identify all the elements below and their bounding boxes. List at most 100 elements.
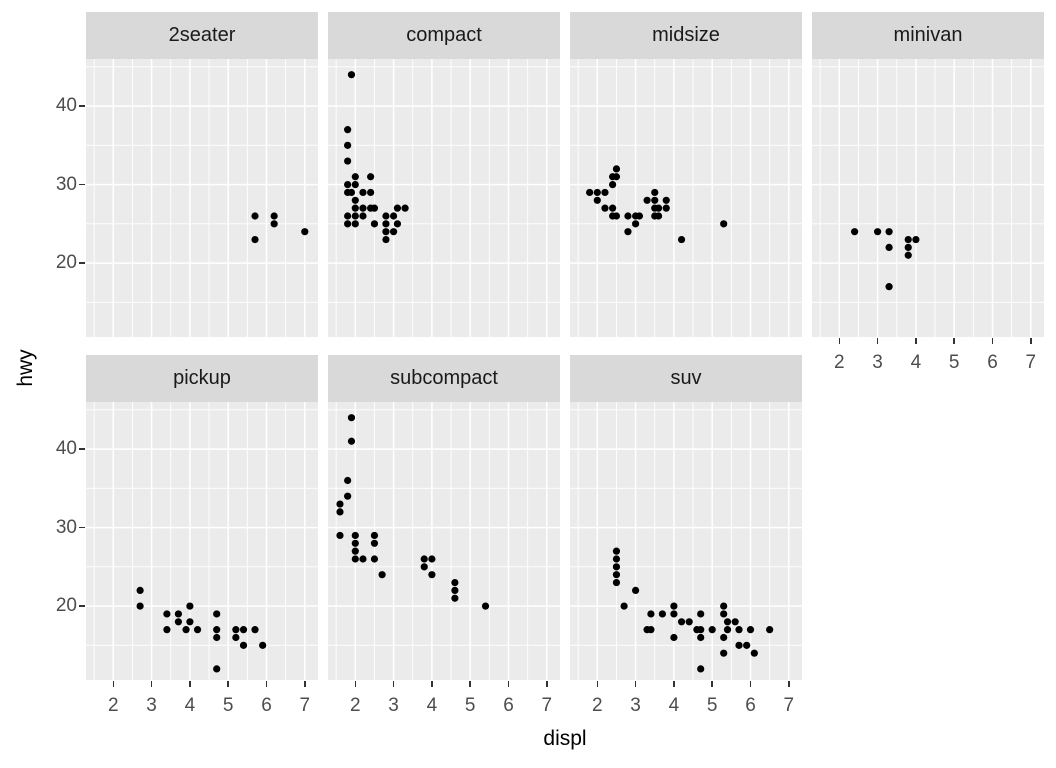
facet-strip-2seater: 2seater — [86, 12, 318, 59]
x-tick-label: 5 — [948, 352, 960, 373]
x-tick-label: 6 — [261, 695, 272, 716]
x-tick-label: 2 — [592, 695, 603, 716]
data-point — [251, 212, 259, 220]
facet-strip-pickup: pickup — [86, 355, 318, 402]
x-tick-label: 2 — [108, 695, 119, 716]
data-point — [367, 188, 375, 197]
data-point — [351, 204, 359, 212]
data-point — [609, 173, 617, 181]
data-point — [428, 571, 436, 579]
data-point — [370, 220, 379, 228]
x-tick-label: 4 — [184, 695, 196, 716]
y-tick-mark — [79, 105, 85, 107]
data-point — [259, 641, 267, 649]
facet-strip-label: midsize — [652, 24, 720, 46]
data-point — [720, 220, 728, 228]
y-tick-mark — [79, 605, 85, 607]
data-point — [677, 235, 686, 244]
x-tick-label: 7 — [541, 695, 553, 716]
data-point — [746, 626, 755, 634]
x-tick-label: 6 — [987, 352, 998, 373]
data-point — [720, 610, 728, 618]
data-point — [270, 220, 278, 228]
x-tick-mark — [915, 338, 917, 344]
data-point — [609, 181, 617, 189]
data-point — [593, 196, 601, 204]
x-tick-label: 5 — [464, 695, 476, 716]
y-tick-label: 30 — [55, 516, 77, 538]
facet-panel-suv — [570, 402, 802, 680]
data-point — [677, 618, 686, 626]
data-point — [351, 196, 359, 204]
data-point — [351, 220, 359, 228]
data-point — [401, 204, 409, 212]
data-point — [481, 602, 490, 610]
y-tick-mark — [79, 448, 85, 450]
data-point — [393, 204, 402, 212]
data-point — [766, 626, 774, 634]
y-tick-mark — [79, 262, 85, 264]
data-point — [301, 228, 309, 236]
data-point — [662, 204, 670, 212]
data-point — [720, 633, 728, 642]
y-tick-mark — [79, 526, 85, 529]
x-tick-label: 3 — [388, 695, 399, 716]
data-point — [344, 181, 352, 189]
data-point — [251, 626, 259, 634]
data-point — [670, 610, 678, 618]
data-point — [601, 204, 609, 212]
data-point — [624, 212, 632, 220]
data-point — [347, 188, 356, 197]
facet-strip-label: pickup — [173, 367, 231, 389]
facet-strip-suv: suv — [570, 355, 802, 402]
data-point — [874, 228, 882, 236]
data-point — [213, 610, 221, 618]
data-point — [720, 649, 728, 657]
data-point — [163, 610, 171, 618]
data-point — [359, 188, 367, 197]
x-tick-label: 5 — [222, 695, 234, 716]
data-point — [912, 235, 920, 244]
data-point — [451, 594, 459, 602]
x-tick-mark — [673, 681, 675, 687]
facet-panel-2seater — [86, 59, 318, 337]
data-point — [378, 571, 386, 579]
y-tick-label: 40 — [55, 438, 77, 460]
x-tick-mark — [431, 681, 433, 687]
x-tick-mark — [112, 681, 115, 687]
x-tick-mark — [189, 681, 191, 687]
x-tick-mark — [265, 681, 268, 687]
data-point — [251, 235, 259, 244]
data-point — [651, 196, 659, 204]
data-point — [351, 212, 359, 220]
data-point — [420, 563, 428, 571]
data-point — [347, 437, 356, 445]
panel-background — [86, 59, 318, 337]
data-point — [393, 220, 402, 228]
x-tick-label: 7 — [299, 695, 311, 716]
data-point — [662, 196, 670, 204]
data-point — [743, 641, 751, 649]
panel-background — [570, 402, 802, 680]
data-point — [654, 212, 663, 220]
y-axis-title: hwy — [14, 349, 37, 387]
x-tick-label: 3 — [630, 695, 641, 716]
data-point — [451, 586, 459, 594]
data-point — [723, 618, 732, 626]
data-point — [344, 476, 352, 485]
data-point — [620, 602, 628, 610]
x-tick-label: 4 — [910, 352, 922, 373]
data-point — [163, 626, 171, 634]
data-point — [359, 204, 367, 212]
facet-panel-midsize — [570, 59, 802, 337]
data-point — [651, 188, 659, 197]
data-point — [186, 602, 194, 610]
data-point — [593, 188, 601, 197]
x-tick-mark — [788, 681, 790, 687]
data-point — [601, 188, 609, 197]
data-point — [370, 531, 379, 540]
data-point — [232, 626, 240, 634]
facet-panel-minivan — [812, 59, 1044, 337]
x-tick-mark — [749, 681, 752, 687]
